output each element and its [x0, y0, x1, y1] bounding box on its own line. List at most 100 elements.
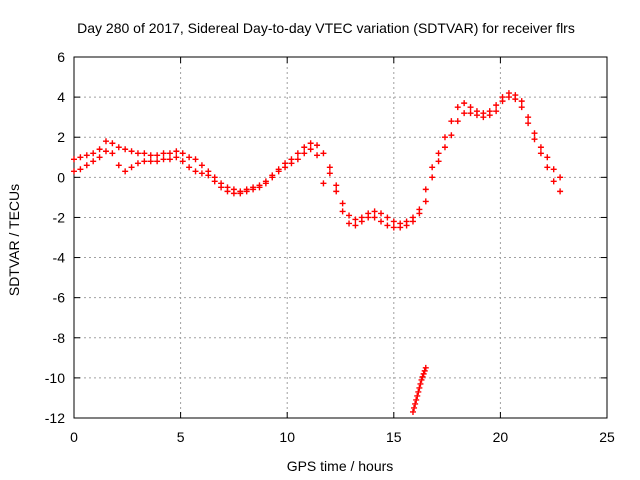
data-point: [115, 162, 122, 169]
data-point: [77, 166, 84, 173]
x-tick-label: 25: [599, 429, 615, 445]
data-point: [518, 104, 525, 111]
grid-layer: [74, 57, 607, 418]
data-point: [198, 162, 205, 169]
y-tick-label: -8: [53, 330, 66, 346]
data-point: [282, 164, 289, 171]
plot-frame: [73, 56, 608, 419]
data-point: [339, 208, 346, 215]
data-point: [71, 168, 77, 175]
data-point: [352, 216, 359, 223]
data-point: [419, 373, 426, 380]
data-point: [352, 222, 359, 229]
data-point: [115, 144, 122, 151]
data-point: [294, 150, 301, 157]
data-point: [218, 184, 225, 191]
data-point: [83, 162, 90, 169]
data-point: [365, 214, 372, 221]
y-axis-label: SDTVAR / TECUs: [6, 184, 22, 296]
data-point: [83, 152, 90, 159]
data-point: [454, 104, 461, 111]
data-point: [493, 108, 500, 115]
data-point: [378, 210, 385, 217]
data-point: [435, 158, 442, 165]
data-point: [307, 146, 314, 153]
y-tick-label: 0: [57, 169, 65, 185]
data-point: [384, 214, 391, 221]
data-point: [525, 120, 532, 127]
data-point: [314, 142, 321, 149]
data-point: [333, 182, 340, 189]
y-tick-label: 4: [57, 89, 65, 105]
data-point: [154, 158, 161, 165]
data-point: [333, 188, 340, 195]
data-point: [90, 150, 97, 157]
data-point: [499, 98, 506, 105]
data-point: [224, 188, 231, 195]
data-point: [461, 100, 468, 107]
chart-title: Day 280 of 2017, Sidereal Day-to-day VTE…: [77, 20, 575, 36]
data-point: [384, 222, 391, 229]
data-point: [326, 170, 333, 177]
data-point: [441, 144, 448, 151]
data-point: [421, 367, 428, 374]
data-point: [346, 220, 353, 227]
data-point: [411, 404, 418, 411]
x-axis-label: GPS time / hours: [287, 458, 394, 474]
data-point: [448, 118, 455, 125]
x-tick-label: 20: [493, 429, 509, 445]
data-point: [230, 190, 237, 197]
y-tick-label: -12: [45, 410, 65, 426]
data-point: [371, 214, 378, 221]
data-point: [262, 180, 269, 187]
data-point: [550, 178, 557, 185]
data-point: [134, 160, 141, 167]
data-point: [480, 114, 487, 121]
data-point: [414, 392, 421, 399]
data-point: [205, 172, 212, 179]
data-point: [557, 188, 564, 195]
data-point: [198, 170, 205, 177]
data-point: [390, 218, 397, 225]
data-point: [122, 146, 129, 153]
data-point: [461, 110, 468, 117]
y-tick-label: -6: [53, 290, 66, 306]
data-point: [422, 198, 429, 205]
data-point: [557, 174, 564, 181]
data-point: [186, 154, 193, 161]
data-point: [154, 152, 161, 159]
data-point: [339, 200, 346, 207]
data-point: [160, 150, 167, 157]
data-point: [537, 144, 544, 151]
data-point: [403, 222, 410, 229]
data-point: [418, 376, 425, 383]
data-point: [141, 150, 148, 157]
data-point: [275, 168, 282, 175]
data-point: [454, 118, 461, 125]
data-point: [96, 146, 103, 153]
data-marks: [71, 90, 564, 415]
data-point: [416, 384, 423, 391]
y-tick-label: -2: [53, 209, 66, 225]
data-point: [415, 388, 422, 395]
data-point: [256, 184, 263, 191]
data-point: [128, 164, 135, 171]
data-point: [435, 150, 442, 157]
data-point: [320, 150, 327, 157]
data-point: [166, 156, 173, 163]
data-point: [512, 96, 519, 103]
data-point: [346, 212, 353, 219]
data-point: [493, 102, 500, 109]
data-point: [134, 150, 141, 157]
data-point: [486, 112, 493, 119]
data-point: [412, 400, 419, 407]
data-point: [467, 110, 474, 117]
data-point: [531, 130, 538, 137]
data-point: [173, 154, 180, 161]
data-point: [416, 210, 423, 217]
data-point: [378, 218, 385, 225]
data-point: [90, 158, 97, 165]
data-point: [122, 168, 129, 175]
data-point: [173, 148, 180, 155]
